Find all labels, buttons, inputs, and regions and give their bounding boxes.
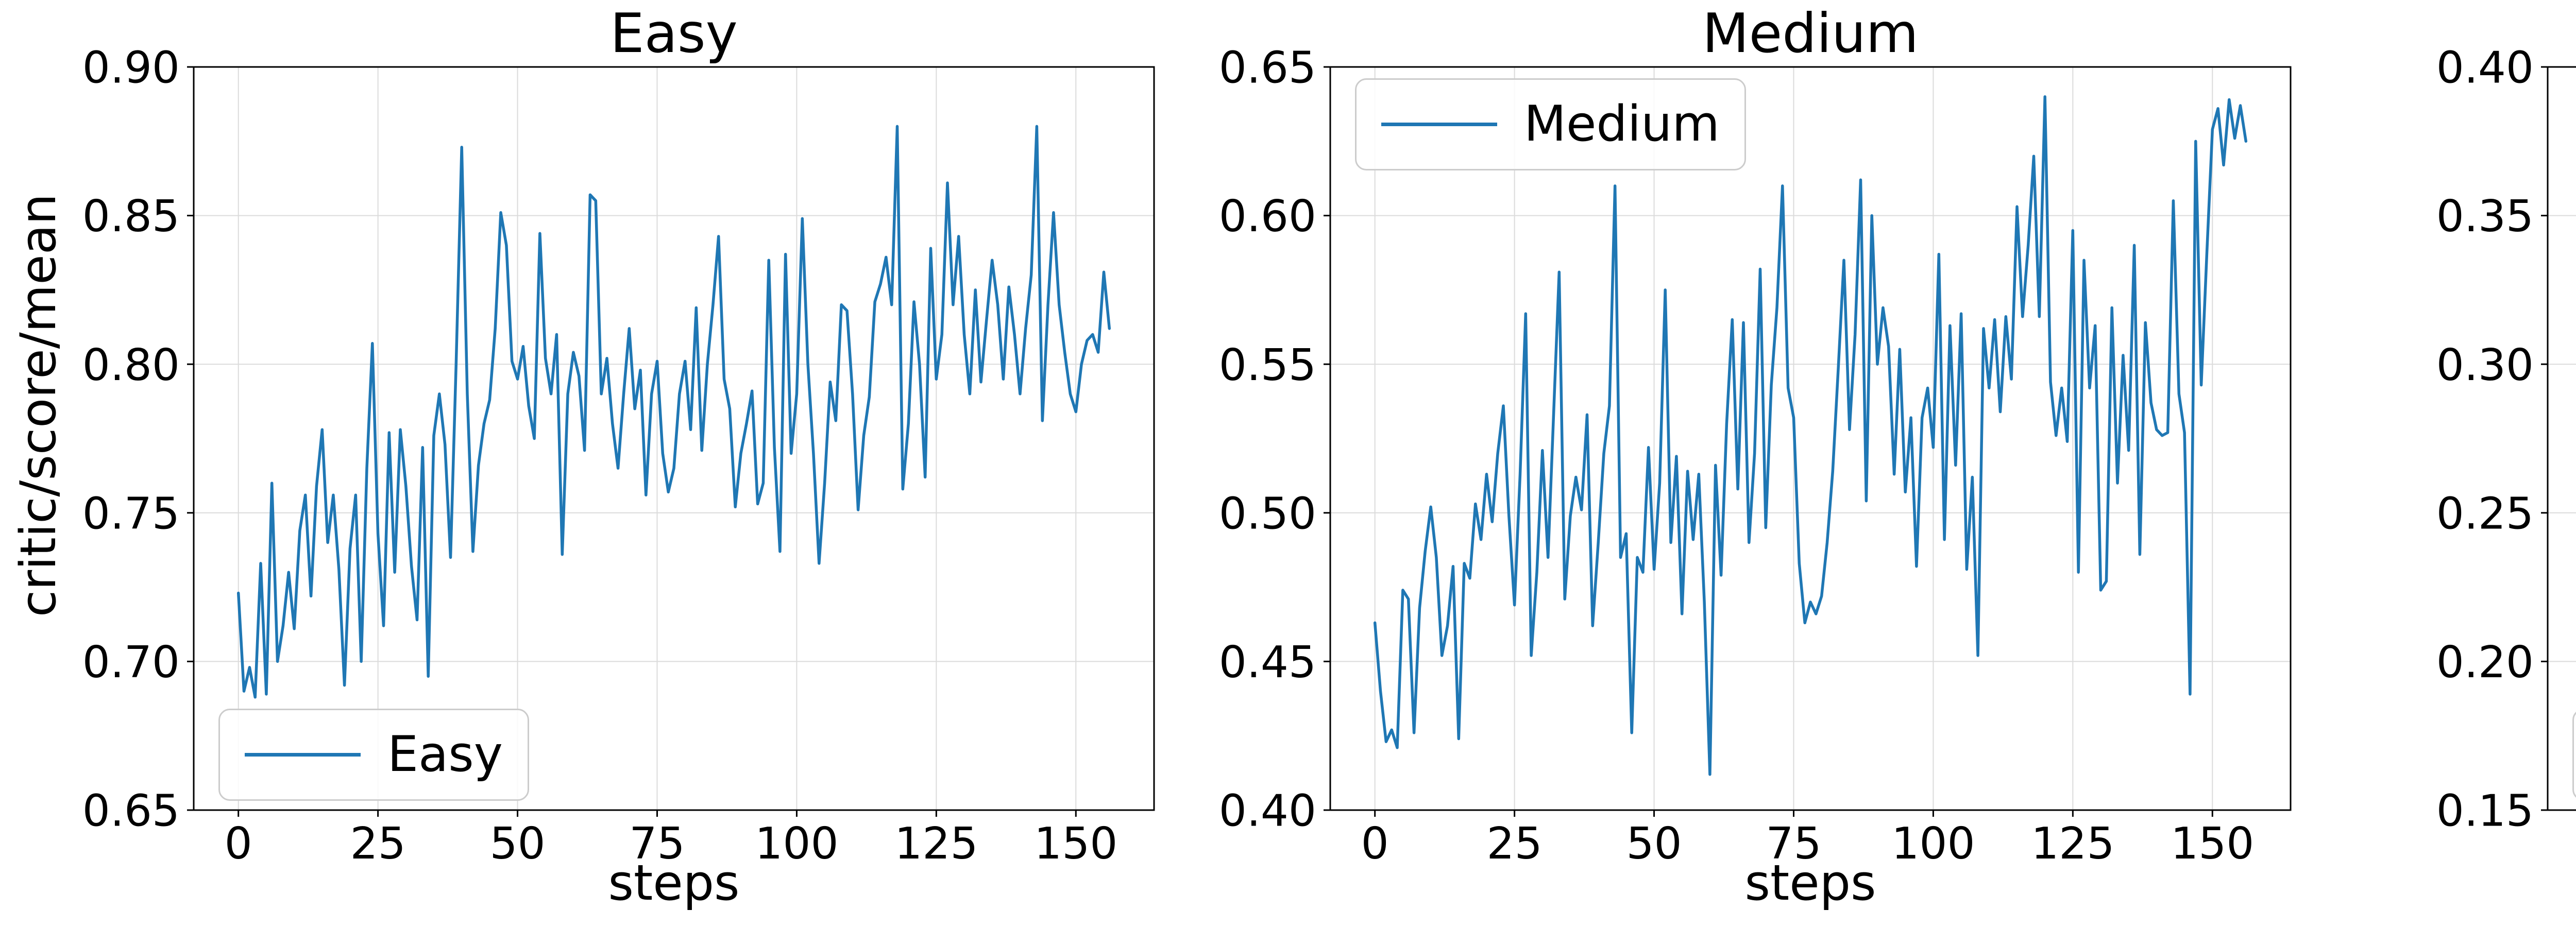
x-tick-label: 25: [1487, 818, 1543, 869]
y-tick-label: 0.35: [2436, 191, 2534, 242]
x-tick-label: 75: [1766, 818, 1821, 869]
y-tick-label: 0.30: [2436, 340, 2534, 391]
x-tick-label: 100: [1891, 818, 1975, 869]
y-tick-label: 0.15: [2436, 786, 2534, 837]
x-axis-label-medium: steps: [1744, 855, 1876, 912]
legend-easy: Easy: [218, 709, 529, 801]
x-tick-label: 0: [1361, 818, 1389, 869]
y-tick-label: 0.25: [2436, 488, 2534, 539]
legend-line-icon: [245, 752, 361, 757]
chart-title-easy: Easy: [610, 2, 738, 65]
x-tick-label: 25: [350, 818, 406, 869]
chart-title-medium: Medium: [1702, 2, 1919, 65]
x-tick-label: 150: [2171, 818, 2254, 869]
y-tick-label: 0.40: [2436, 43, 2534, 94]
axis-ticks: 0 25 50 75 100 125 150 0.40 0.45 0.50 0.55 0.60 0.65: [1219, 43, 2255, 869]
x-tick-label: 125: [2031, 818, 2114, 869]
y-tick-label: 0.85: [82, 191, 180, 242]
y-tick-label: 0.50: [1219, 488, 1316, 539]
chart-medium: 0 25 50 75 100 125 150 0.40 0.45 0.50 0.55 0.60 0.65: [1219, 43, 2292, 869]
gridlines: [2548, 66, 2576, 811]
y-tick-label: 0.65: [1219, 43, 1316, 94]
axis-ticks: 0 25 50 75 100 125 150 0.65 0.70 0.75 0.80 0.85 0.90: [82, 43, 1118, 869]
chart-easy: 0 25 50 75 100 125 150 0.65 0.70 0.75 0.80 0.85 0.90: [82, 43, 1155, 869]
y-tick-label: 0.45: [1219, 637, 1316, 688]
y-tick-label: 0.75: [82, 488, 180, 539]
x-axis-label-hard: steps: [2548, 859, 2576, 911]
y-axis-label: critic/score/mean: [10, 193, 67, 617]
x-tick-label: 0: [225, 818, 252, 869]
x-axis-label-easy: steps: [608, 855, 740, 912]
plot-border: [1329, 66, 2292, 811]
series-line-medium: [1373, 95, 2248, 776]
x-tick-label: 75: [629, 818, 685, 869]
chart-title-hard: Hard: [2548, 0, 2576, 61]
legend-hard: Hard: [2572, 709, 2576, 801]
gridlines: [1330, 66, 2291, 811]
legend-label: Medium: [1524, 96, 1720, 152]
y-tick-label: 0.65: [82, 786, 180, 837]
y-tick-label: 0.40: [1219, 786, 1316, 837]
y-tick-label: 0.90: [82, 43, 180, 94]
x-tick-label: 50: [1626, 818, 1682, 869]
x-tick-label: 125: [894, 818, 978, 869]
legend-label: Easy: [387, 726, 503, 783]
y-tick-label: 0.80: [82, 340, 180, 391]
legend-line-icon: [1381, 122, 1497, 126]
legend-medium: Medium: [1355, 78, 1746, 170]
y-tick-label: 0.55: [1219, 340, 1316, 391]
series-line-easy: [236, 125, 1111, 699]
y-tick-label: 0.60: [1219, 191, 1316, 242]
x-tick-label: 150: [1034, 818, 1117, 869]
y-tick-label: 0.20: [2436, 637, 2534, 688]
gridlines: [194, 66, 1154, 811]
plot-border: [193, 66, 1155, 811]
x-tick-label: 50: [489, 818, 545, 869]
y-tick-label: 0.70: [82, 637, 180, 688]
plot-border: [2547, 66, 2576, 811]
x-tick-label: 100: [755, 818, 838, 869]
